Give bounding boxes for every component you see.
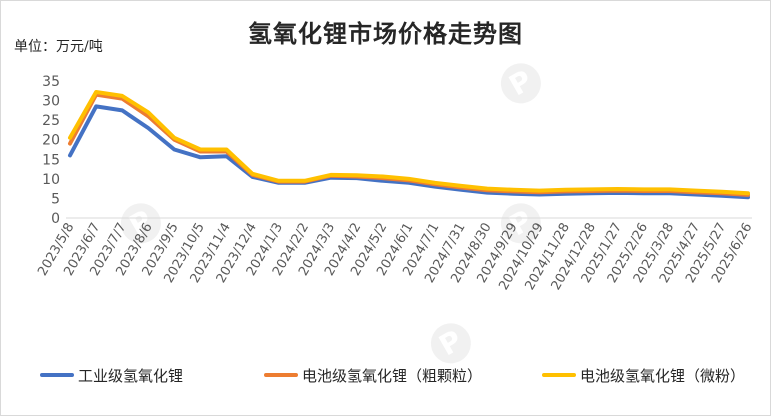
y-tick-label: 0 — [51, 211, 60, 227]
y-tick-label: 10 — [42, 172, 60, 188]
y-tick-label: 25 — [42, 113, 60, 129]
legend-swatch — [542, 373, 576, 377]
y-tick-label: 15 — [42, 152, 60, 168]
y-tick-label: 5 — [51, 191, 60, 207]
y-tick-label: 30 — [42, 94, 60, 110]
legend-item: 电池级氢氧化锂（微粉） — [542, 364, 745, 386]
legend-item: 电池级氢氧化锂（粗颗粒） — [264, 364, 482, 386]
y-tick-label: 35 — [42, 74, 60, 90]
series-line-1 — [68, 104, 750, 200]
chart-legend: 工业级氢氧化锂 电池级氢氧化锂（粗颗粒） 电池级氢氧化锂（微粉） — [0, 364, 771, 386]
unit-label: 单位：万元/吨 — [14, 39, 103, 55]
legend-swatch — [40, 373, 74, 377]
legend-label: 电池级氢氧化锂（粗颗粒） — [302, 366, 483, 385]
legend-label: 电池级氢氧化锂（微粉） — [580, 366, 746, 385]
y-tick-label: 20 — [42, 133, 60, 149]
legend-item: 工业级氢氧化锂 — [40, 364, 183, 386]
legend-swatch — [264, 373, 298, 377]
chart-title: 氢氧化锂市场价格走势图 — [248, 19, 523, 48]
legend-label: 工业级氢氧化锂 — [78, 366, 184, 385]
series-line-3 — [68, 90, 750, 196]
